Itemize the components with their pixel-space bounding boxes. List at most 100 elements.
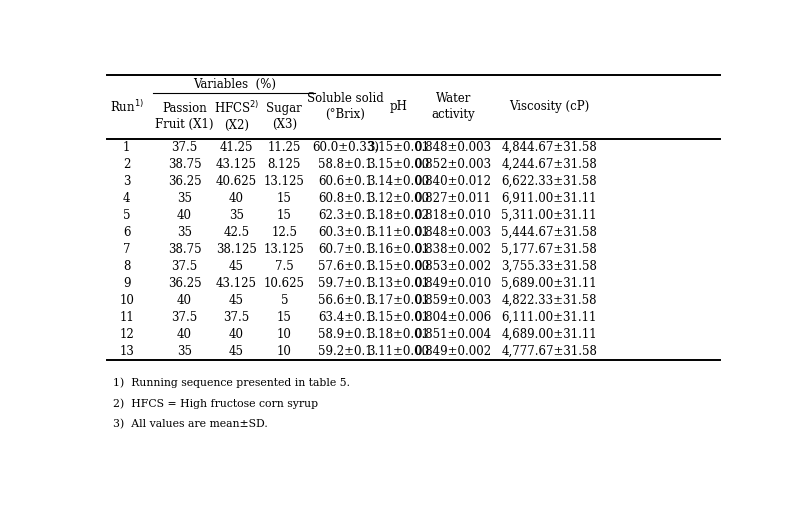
Text: 8.125: 8.125 (267, 158, 300, 171)
Text: 35: 35 (177, 345, 192, 358)
Text: 59.7±0.1: 59.7±0.1 (318, 277, 373, 290)
Text: 4,244.67±31.58: 4,244.67±31.58 (500, 158, 597, 171)
Text: 6,622.33±31.58: 6,622.33±31.58 (501, 175, 596, 188)
Text: 38.75: 38.75 (168, 158, 202, 171)
Text: 3: 3 (123, 175, 130, 188)
Text: 63.4±0.1: 63.4±0.1 (318, 311, 373, 324)
Text: 0.840±0.012: 0.840±0.012 (414, 175, 491, 188)
Text: 36.25: 36.25 (168, 277, 202, 290)
Text: 38.75: 38.75 (168, 243, 202, 256)
Text: 9: 9 (123, 277, 130, 290)
Text: Run$^{1)}$: Run$^{1)}$ (109, 99, 144, 115)
Text: 36.25: 36.25 (168, 175, 202, 188)
Text: 5: 5 (123, 209, 130, 222)
Text: 45: 45 (229, 294, 243, 307)
Text: 3.16±0.01: 3.16±0.01 (367, 243, 429, 256)
Text: pH: pH (389, 101, 407, 113)
Text: 40: 40 (177, 328, 192, 341)
Text: 43.125: 43.125 (215, 158, 256, 171)
Text: 4,777.67±31.58: 4,777.67±31.58 (500, 345, 597, 358)
Text: Soluble solid
(°Brix): Soluble solid (°Brix) (307, 92, 383, 121)
Text: 0.849±0.010: 0.849±0.010 (414, 277, 491, 290)
Text: 13: 13 (119, 345, 134, 358)
Text: 58.9±0.1: 58.9±0.1 (318, 328, 373, 341)
Text: 2: 2 (123, 158, 130, 171)
Text: 37.5: 37.5 (223, 311, 249, 324)
Text: 15: 15 (276, 311, 291, 324)
Text: 7: 7 (123, 243, 130, 256)
Text: 37.5: 37.5 (171, 311, 198, 324)
Text: 3,755.33±31.58: 3,755.33±31.58 (500, 260, 597, 273)
Text: 1)  Running sequence presented in table 5.: 1) Running sequence presented in table 5… (112, 378, 349, 388)
Text: 45: 45 (229, 345, 243, 358)
Text: 0.851±0.004: 0.851±0.004 (414, 328, 491, 341)
Text: 0.827±0.011: 0.827±0.011 (414, 192, 491, 205)
Text: 0.848±0.003: 0.848±0.003 (414, 226, 491, 239)
Text: 6: 6 (123, 226, 130, 239)
Text: 43.125: 43.125 (215, 277, 256, 290)
Text: 35: 35 (229, 209, 243, 222)
Text: Sugar
(X3): Sugar (X3) (266, 102, 302, 131)
Text: 40: 40 (177, 294, 192, 307)
Text: 6,111.00±31.11: 6,111.00±31.11 (501, 311, 596, 324)
Text: 60.3±0.1: 60.3±0.1 (318, 226, 373, 239)
Text: 42.5: 42.5 (223, 226, 249, 239)
Text: 3.12±0.00: 3.12±0.00 (367, 192, 429, 205)
Text: 10.625: 10.625 (263, 277, 304, 290)
Text: 15: 15 (276, 209, 291, 222)
Text: 3.15±0.01: 3.15±0.01 (367, 141, 429, 154)
Text: Viscosity (cP): Viscosity (cP) (508, 101, 589, 113)
Text: Passion
Fruit (X1): Passion Fruit (X1) (155, 102, 214, 131)
Text: 8: 8 (123, 260, 130, 273)
Text: 10: 10 (276, 345, 291, 358)
Text: 35: 35 (177, 226, 192, 239)
Text: 15: 15 (276, 192, 291, 205)
Text: 0.848±0.003: 0.848±0.003 (414, 141, 491, 154)
Text: 12: 12 (119, 328, 134, 341)
Text: 3.11±0.00: 3.11±0.00 (367, 345, 429, 358)
Text: 3.15±0.01: 3.15±0.01 (367, 311, 429, 324)
Text: 10: 10 (276, 328, 291, 341)
Text: 3.13±0.01: 3.13±0.01 (367, 277, 429, 290)
Text: Variables  (%): Variables (%) (193, 78, 275, 90)
Text: 3.11±0.01: 3.11±0.01 (367, 226, 429, 239)
Text: 60.0±0.33): 60.0±0.33) (312, 141, 378, 154)
Text: 3.15±0.00: 3.15±0.00 (367, 260, 429, 273)
Text: 0.849±0.002: 0.849±0.002 (414, 345, 491, 358)
Text: 59.2±0.1: 59.2±0.1 (318, 345, 373, 358)
Text: 58.8±0.1: 58.8±0.1 (318, 158, 372, 171)
Text: 5,689.00±31.11: 5,689.00±31.11 (501, 277, 596, 290)
Text: HFCS$^{2)}$
(X2): HFCS$^{2)}$ (X2) (214, 101, 259, 132)
Text: 0.804±0.006: 0.804±0.006 (414, 311, 491, 324)
Text: 62.3±0.1: 62.3±0.1 (318, 209, 373, 222)
Text: 37.5: 37.5 (171, 141, 198, 154)
Text: 35: 35 (177, 192, 192, 205)
Text: 38.125: 38.125 (216, 243, 256, 256)
Text: 3.18±0.02: 3.18±0.02 (367, 209, 429, 222)
Text: 60.6±0.1: 60.6±0.1 (318, 175, 373, 188)
Text: 13.125: 13.125 (263, 243, 304, 256)
Text: 57.6±0.1: 57.6±0.1 (318, 260, 373, 273)
Text: 45: 45 (229, 260, 243, 273)
Text: 2)  HFCS = High fructose corn syrup: 2) HFCS = High fructose corn syrup (112, 398, 318, 409)
Text: 6,911.00±31.11: 6,911.00±31.11 (501, 192, 596, 205)
Text: 3.15±0.00: 3.15±0.00 (367, 158, 429, 171)
Text: 7.5: 7.5 (275, 260, 293, 273)
Text: 3.17±0.01: 3.17±0.01 (367, 294, 429, 307)
Text: 40: 40 (229, 328, 243, 341)
Text: 4: 4 (123, 192, 130, 205)
Text: 5: 5 (280, 294, 287, 307)
Text: 4,822.33±31.58: 4,822.33±31.58 (501, 294, 596, 307)
Text: 40: 40 (229, 192, 243, 205)
Text: 4,689.00±31.11: 4,689.00±31.11 (501, 328, 596, 341)
Text: 1: 1 (123, 141, 130, 154)
Text: 3.18±0.01: 3.18±0.01 (367, 328, 429, 341)
Text: 11: 11 (119, 311, 134, 324)
Text: 10: 10 (119, 294, 134, 307)
Text: 56.6±0.1: 56.6±0.1 (318, 294, 373, 307)
Text: 3)  All values are mean±SD.: 3) All values are mean±SD. (112, 419, 267, 429)
Text: 4,844.67±31.58: 4,844.67±31.58 (500, 141, 597, 154)
Text: 5,177.67±31.58: 5,177.67±31.58 (500, 243, 597, 256)
Text: 41.25: 41.25 (219, 141, 253, 154)
Text: 11.25: 11.25 (267, 141, 300, 154)
